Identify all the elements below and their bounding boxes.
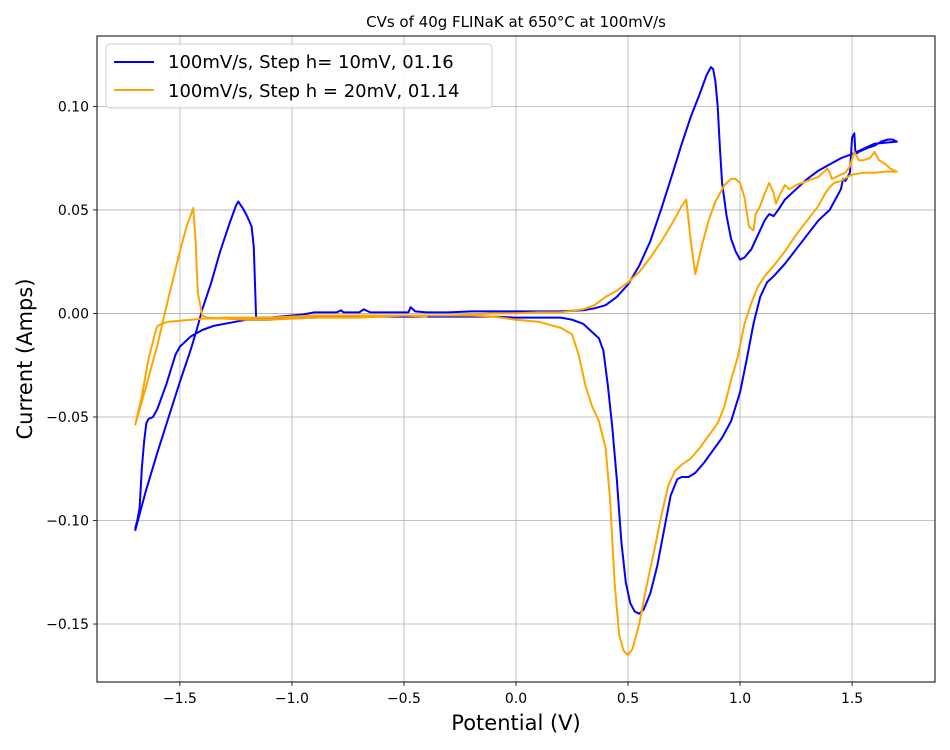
legend-box (105, 43, 493, 109)
x-tick-label: −1.0 (275, 691, 309, 707)
x-tick-label: 1.0 (729, 691, 751, 707)
y-tick-label: −0.15 (46, 617, 89, 633)
legend: 100mV/s, Step h= 10mV, 01.16 100mV/s, St… (105, 43, 493, 109)
x-tick-label: −0.5 (387, 691, 421, 707)
x-tick-label: 0.5 (617, 691, 639, 707)
x-tick-label: −1.5 (163, 691, 197, 707)
y-tick-label: −0.10 (46, 514, 89, 530)
y-tick-label: 0.10 (58, 99, 89, 115)
x-axis-label: Potential (V) (451, 711, 580, 735)
x-tick-label: 0.0 (505, 691, 527, 707)
series-line-2 (134, 150, 898, 657)
y-tick-label: 0.05 (58, 203, 89, 219)
legend-label-series-1: 100mV/s, Step h= 10mV, 01.16 (168, 52, 454, 73)
x-tick-label: 1.5 (841, 691, 863, 707)
legend-label-series-2: 100mV/s, Step h = 20mV, 01.14 (168, 81, 459, 102)
x-axis: −1.5 −1.0 −0.5 0.0 0.5 1.0 1.5 (163, 682, 863, 707)
series-layer (134, 66, 898, 657)
y-tick-label: −0.05 (46, 410, 89, 426)
y-axis-label: Current (Amps) (13, 278, 37, 439)
y-tick-label: 0.00 (58, 306, 89, 322)
chart-title: CVs of 40g FLINaK at 650°C at 100mV/s (366, 13, 666, 31)
y-axis: −0.15 −0.10 −0.05 0.00 0.05 0.10 (46, 99, 97, 633)
grid (97, 36, 935, 682)
